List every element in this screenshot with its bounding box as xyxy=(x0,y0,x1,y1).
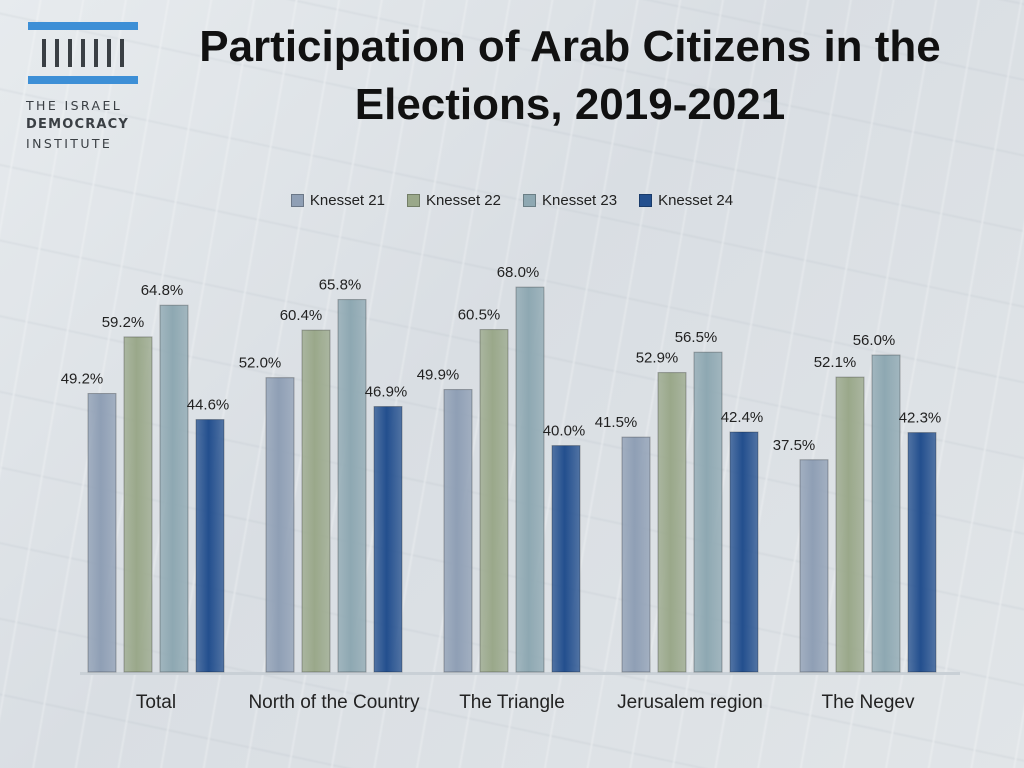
logo-wordmark: THE ISRAEL DEMOCRACY INSTITUTE xyxy=(26,96,142,153)
data-label: 52.1% xyxy=(814,354,857,371)
x-tick-label: North of the Country xyxy=(248,692,420,713)
data-label: 60.5% xyxy=(458,307,501,324)
bar-jerusalem-region-knesset-24 xyxy=(729,431,759,673)
data-label: 46.9% xyxy=(365,384,408,401)
legend-label-knesset-24: Knesset 24 xyxy=(658,192,734,209)
data-label: 68.0% xyxy=(497,264,540,281)
bar-total-knesset-23 xyxy=(159,304,189,673)
bar-total-knesset-21 xyxy=(87,393,117,673)
data-label: 40.0% xyxy=(543,423,586,440)
bar-jerusalem-region-knesset-22 xyxy=(657,372,687,673)
logo-line-2: DEMOCRACY xyxy=(26,117,130,132)
chart-title: Participation of Arab Citizens in the El… xyxy=(199,22,941,129)
data-label: 49.9% xyxy=(417,367,460,384)
bar-the-triangle-knesset-21 xyxy=(443,389,473,673)
bar-north-of-the-country-knesset-24 xyxy=(373,406,403,673)
x-tick-label: The Negev xyxy=(822,692,915,713)
bar-total-knesset-22 xyxy=(123,336,153,673)
data-label: 52.9% xyxy=(636,350,679,367)
x-tick-label: Jerusalem region xyxy=(617,692,763,713)
bar-north-of-the-country-knesset-23 xyxy=(337,299,367,673)
bar-the-triangle-knesset-24 xyxy=(551,445,581,673)
idi-logo: THE ISRAEL DEMOCRACY INSTITUTE xyxy=(22,22,142,152)
logo-line-1: THE ISRAEL xyxy=(26,98,123,113)
logo-line-3: INSTITUTE xyxy=(26,136,113,151)
bar-the-negev-knesset-24 xyxy=(907,432,937,673)
legend-swatch-knesset-22 xyxy=(406,194,420,207)
legend-label-knesset-23: Knesset 23 xyxy=(542,192,618,209)
data-label: 52.0% xyxy=(239,355,282,372)
bar-north-of-the-country-knesset-22 xyxy=(301,329,331,673)
bar-the-negev-knesset-22 xyxy=(835,376,865,673)
data-label: 65.8% xyxy=(319,277,362,294)
data-label: 64.8% xyxy=(141,282,184,299)
bar-the-negev-knesset-23 xyxy=(871,354,901,673)
legend-swatch-knesset-23 xyxy=(523,194,536,207)
bar-north-of-the-country-knesset-21 xyxy=(265,377,295,673)
legend-item-knesset-22: Knesset 22 xyxy=(406,192,501,209)
legend-item-knesset-23: Knesset 23 xyxy=(523,192,617,209)
x-tick-label: Total xyxy=(136,692,176,713)
data-label: 56.5% xyxy=(675,329,718,346)
legend-swatch-knesset-21 xyxy=(290,194,304,207)
bar-the-triangle-knesset-22 xyxy=(479,329,509,673)
bar-the-negev-knesset-21 xyxy=(799,459,829,673)
chart-legend: Knesset 21 Knesset 22 Knesset 23 Knesset… xyxy=(0,192,1024,209)
legend-swatch-knesset-24 xyxy=(639,194,653,207)
data-label: 41.5% xyxy=(595,414,638,431)
data-label: 44.6% xyxy=(187,397,230,414)
bar-the-triangle-knesset-23 xyxy=(515,286,545,673)
institute-building-icon xyxy=(28,22,138,84)
legend-item-knesset-21: Knesset 21 xyxy=(290,192,385,209)
x-tick-label: The Triangle xyxy=(459,692,565,713)
data-label: 42.4% xyxy=(721,409,764,426)
data-label: 42.3% xyxy=(899,410,942,427)
legend-label-knesset-22: Knesset 22 xyxy=(425,192,501,209)
data-label: 37.5% xyxy=(773,437,816,454)
bar-jerusalem-region-knesset-23 xyxy=(693,351,723,673)
data-label: 49.2% xyxy=(61,371,104,388)
data-label: 59.2% xyxy=(102,314,145,331)
data-label: 60.4% xyxy=(280,307,323,324)
legend-item-knesset-24: Knesset 24 xyxy=(639,192,733,209)
data-label: 56.0% xyxy=(853,332,896,349)
bar-total-knesset-24 xyxy=(195,419,225,673)
chart-baseline xyxy=(80,672,960,675)
bar-jerusalem-region-knesset-21 xyxy=(621,436,651,673)
legend-label-knesset-21: Knesset 21 xyxy=(309,192,385,209)
